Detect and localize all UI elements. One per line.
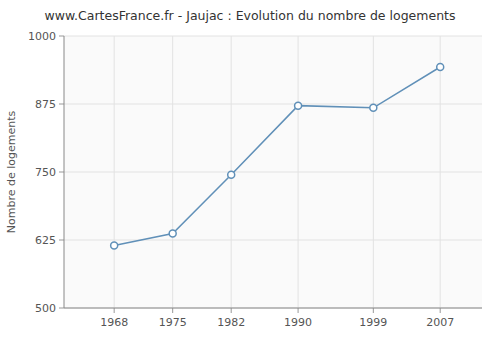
tick-label-x: 1968 [100, 316, 128, 329]
tick-label-x: 1975 [159, 316, 187, 329]
tick-label-x: 1999 [359, 316, 387, 329]
y-axis-line [64, 36, 65, 308]
tick-x [114, 308, 115, 313]
tick-y [59, 36, 64, 37]
point [295, 102, 302, 109]
tick-label-y: 625 [35, 234, 56, 247]
axes: 500 625 750 875 1000 1968 1975 1982 1990 1999 2007 [28, 30, 482, 329]
plot-area [64, 36, 482, 308]
point [169, 230, 176, 237]
grid [64, 36, 482, 308]
point [111, 242, 118, 249]
tick-label-y: 1000 [28, 30, 56, 43]
tick-x [373, 308, 374, 313]
grid-line-y [64, 36, 482, 37]
tick-label-x: 1982 [217, 316, 245, 329]
grid-line-y [64, 308, 482, 309]
x-axis-line [64, 308, 482, 309]
tick-x [298, 308, 299, 313]
grid-line-x [373, 36, 374, 308]
y-axis-label: Nombre de logements [5, 110, 18, 233]
point [370, 104, 377, 111]
grid-line-y [64, 172, 482, 173]
tick-x [172, 308, 173, 313]
series [111, 64, 444, 249]
tick-x [231, 308, 232, 313]
line [114, 67, 440, 245]
grid-line-y [64, 240, 482, 241]
chart: 500 625 750 875 1000 1968 1975 1982 1990 1999 2007… [0, 0, 500, 340]
tick-y [59, 308, 64, 309]
tick-x [440, 308, 441, 313]
tick-y [59, 240, 64, 241]
tick-label-y: 750 [35, 166, 56, 179]
grid-line-y [64, 104, 482, 105]
grid-line-x [440, 36, 441, 308]
grid-line-x [114, 36, 115, 308]
title: www.CartesFrance.fr - Jaujac : Evolution… [45, 8, 456, 23]
tick-y [59, 104, 64, 105]
tick-label-y: 500 [35, 302, 56, 315]
tick-label-y: 875 [35, 98, 56, 111]
tick-label-x: 1990 [284, 316, 312, 329]
grid-line-x [298, 36, 299, 308]
point [437, 64, 444, 71]
grid-line-x [172, 36, 173, 308]
tick-label-x: 2007 [426, 316, 454, 329]
point [228, 171, 235, 178]
tick-y [59, 172, 64, 173]
